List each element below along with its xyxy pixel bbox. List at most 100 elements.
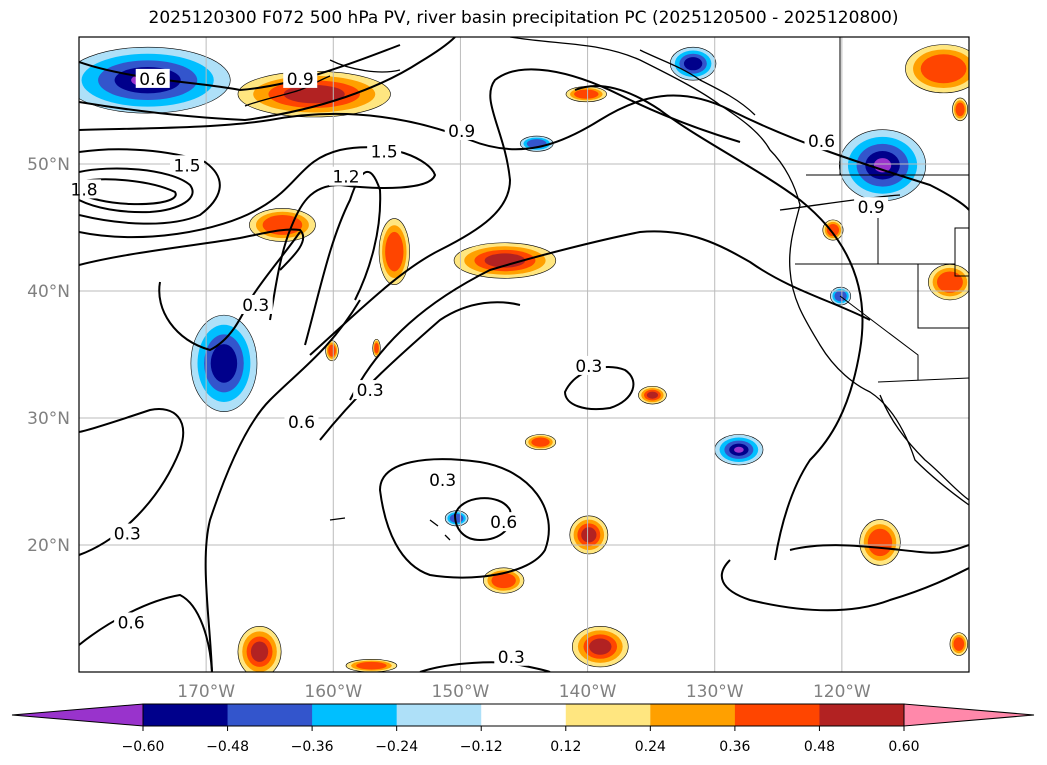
anomaly-band — [646, 391, 659, 399]
colorbar-segment — [481, 704, 567, 726]
pv-contour — [79, 44, 401, 92]
longitude-labels: 170°W 160°W 150°W 140°W 130°W 120°W — [177, 682, 871, 702]
pv-contour — [309, 68, 741, 356]
anomaly-band — [936, 271, 963, 293]
anomaly-band — [283, 85, 345, 104]
contour-label-background — [494, 646, 529, 666]
coastline — [244, 75, 331, 107]
anomaly-band — [210, 344, 238, 383]
contour-label-background — [854, 197, 889, 217]
pv-contour — [79, 94, 969, 211]
precip-anomaly-region — [453, 242, 557, 279]
anomaly-band — [574, 89, 599, 99]
colorbar-segment — [565, 704, 651, 726]
colorbar-tick-label: 0.24 — [635, 739, 666, 755]
lon-tick-label: 120°W — [813, 682, 871, 702]
precip-anomaly-region — [572, 625, 629, 668]
pv-contour — [79, 228, 305, 271]
contour-label: 0.3 — [429, 471, 456, 491]
precip-anomaly-region — [237, 625, 282, 672]
colorbar-tick-label: 0.60 — [888, 739, 919, 755]
state-border — [839, 295, 919, 380]
contour-label: 0.3 — [498, 648, 525, 668]
contour-label-background — [329, 166, 363, 186]
colorbar — [11, 703, 1035, 727]
coastline — [509, 37, 969, 506]
lat-tick-label: 20°N — [27, 536, 70, 556]
pv-contour — [79, 593, 213, 672]
colorbar-tick-labels: −0.60 −0.48 −0.36 −0.24 −0.12 0.12 0.24 0.36 0.4… — [122, 726, 920, 755]
coastline — [779, 194, 901, 211]
anomaly-band — [683, 57, 703, 71]
coastline — [329, 517, 451, 541]
colorbar-extend-high — [903, 703, 1035, 727]
pv-contour — [574, 85, 864, 561]
colorbar-tick-label: −0.36 — [291, 739, 334, 755]
coastline — [639, 49, 756, 116]
contour-label-background — [571, 355, 606, 375]
lat-tick-label: 30°N — [27, 409, 70, 429]
contour-label-background — [110, 523, 145, 543]
contour-label: 0.6 — [118, 613, 145, 633]
colorbar-segment — [819, 704, 905, 726]
map-title: 2025120300 F072 500 hPa PV, river basin … — [148, 8, 899, 28]
lat-tick-label: 40°N — [27, 282, 70, 302]
precip-anomaly-region — [345, 659, 398, 672]
contour-label: 0.9 — [287, 70, 314, 90]
contour-label-background — [367, 141, 402, 161]
contour-label-background — [804, 131, 839, 151]
contour-label-background — [170, 155, 205, 175]
lon-tick-label: 130°W — [686, 682, 744, 702]
pv-contour — [79, 167, 194, 214]
contour-label: 0.3 — [575, 357, 602, 377]
contour-label-background — [444, 120, 479, 140]
lon-tick-label: 170°W — [177, 682, 235, 702]
precip-anomaly-region — [569, 515, 609, 555]
contour-label-background — [135, 68, 170, 88]
contour-label: 0.6 — [139, 70, 166, 90]
contour-label-background — [425, 470, 460, 490]
precip-anomaly-region — [822, 219, 844, 241]
anomaly-band — [531, 437, 550, 447]
contour-label: 0.3 — [357, 381, 384, 401]
contour-label: 0.3 — [114, 525, 141, 545]
precip-anomaly-region — [714, 434, 764, 466]
lon-tick-label: 140°W — [559, 682, 617, 702]
anomaly-band — [356, 661, 387, 670]
precip-anomaly-region — [859, 519, 901, 566]
contour-labels: 0.6 0.9 1.5 1.8 1.2 1.5 0.9 0.6 0.9 0.3 0.3 0.6 0.3 0… — [67, 68, 889, 668]
precip-anomaly-region — [249, 208, 316, 242]
pv-contour — [378, 458, 550, 579]
colorbar-segment — [312, 704, 398, 726]
precip-anomaly-region — [905, 44, 969, 94]
precip-anomaly-region — [839, 129, 927, 202]
state-border — [917, 264, 969, 329]
colorbar-segment — [227, 704, 313, 726]
colorbar-tick-label: −0.60 — [122, 739, 165, 755]
pv-contour — [79, 148, 221, 225]
precip-anomaly-region — [565, 86, 607, 103]
lat-tick-label: 50°N — [27, 155, 70, 175]
contour-label: 0.9 — [448, 122, 475, 142]
pv-contour-layer — [79, 37, 969, 672]
precip-anomaly-region — [928, 264, 969, 301]
colorbar-frame — [142, 703, 905, 727]
colorbar-tick-label: 0.36 — [719, 739, 750, 755]
colorbar-tick-label: −0.12 — [460, 739, 503, 755]
contour-label: 1.5 — [174, 156, 201, 176]
precip-anomaly-region — [378, 218, 410, 285]
anomaly-band — [953, 637, 965, 651]
pv-contour — [204, 299, 361, 672]
latitude-labels: 50°N 40°N 30°N 20°N — [27, 155, 70, 556]
lon-tick-label: 150°W — [432, 682, 490, 702]
contour-label-background — [353, 380, 388, 400]
anomaly-band — [955, 102, 965, 117]
anomaly-band — [589, 638, 612, 655]
coastline-layer — [244, 37, 969, 541]
gridlines — [79, 37, 969, 672]
contour-label: 0.6 — [288, 413, 315, 433]
contour-label: 1.2 — [332, 168, 359, 188]
precip-anomaly-region — [638, 385, 667, 405]
contour-label: 0.6 — [490, 513, 517, 533]
